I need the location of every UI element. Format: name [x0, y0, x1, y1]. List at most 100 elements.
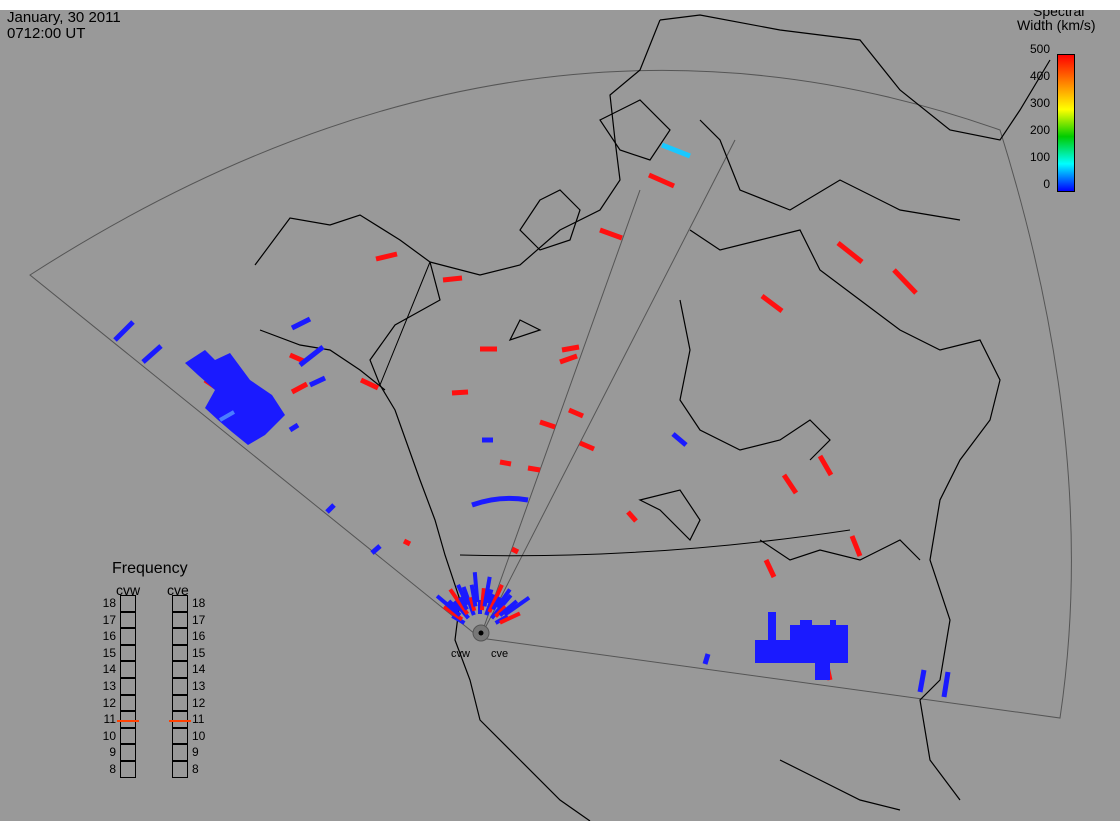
colorbar-title-line2: Width (km/s) [1017, 17, 1096, 33]
frequency-cell [172, 611, 188, 629]
backscatter-layer [113, 142, 951, 698]
scatter-fan-cell [458, 596, 469, 611]
beam-boundary-cve [479, 139, 736, 639]
scatter-fan-cell [498, 599, 519, 617]
frequency-scale-label: 9 [109, 745, 116, 760]
scatter-cell-high [539, 419, 556, 430]
frequency-cell [120, 694, 136, 712]
frequency-scale-label: 13 [192, 679, 206, 693]
frequency-cell [120, 727, 136, 745]
frequency-cell [172, 711, 188, 728]
scatter-cell-cyan [661, 142, 691, 159]
beam-boundary-cvw [479, 189, 641, 639]
scatter-cell-high [559, 353, 578, 365]
colorbar-tick-label: 400 [1029, 69, 1050, 83]
site-label-cve: cve [491, 648, 509, 660]
frequency-scale-label: 8 [109, 762, 116, 776]
scatter-fan-cell [461, 586, 476, 616]
scatter-cell-low [308, 375, 327, 388]
frequency-cell [120, 761, 136, 778]
frequency-scale-label: 13 [102, 679, 116, 693]
cve-frequency-marker [169, 720, 191, 723]
scatter-cell-high [375, 251, 398, 262]
scatter-fan-cell [495, 588, 512, 609]
radar-label-cve: cve [167, 582, 189, 598]
scatter-arc [471, 495, 529, 508]
radar-label-cvw: cvw [116, 582, 141, 598]
frequency-cell [172, 727, 188, 745]
frequency-scale-label: 12 [192, 695, 206, 710]
scatter-fan-cell [448, 588, 470, 616]
scatter-patch-lakes [768, 612, 776, 640]
colorbar-tick-label: 500 [1029, 42, 1050, 56]
site-label-cvw: cvw [451, 648, 470, 660]
frequency-scale-label: 16 [192, 629, 206, 644]
scatter-fan-cell [482, 576, 492, 607]
colorbar [1057, 54, 1075, 192]
scatter-fan-cell [494, 605, 507, 618]
scatter-fan-cell [447, 599, 461, 613]
time-label: 0712:00 UT [7, 25, 86, 42]
frequency-scale-label: 14 [102, 662, 116, 677]
frequency-cell [120, 678, 136, 695]
scatter-patch-lakes [830, 620, 836, 640]
scatter-cell-low [113, 320, 135, 342]
scatter-fan-cell [491, 596, 502, 611]
scatter-cell-high [568, 407, 584, 419]
scatter-patch-lakes [815, 655, 830, 680]
frequency-scale-label: 8 [192, 762, 199, 776]
scatter-patch-lakes [800, 620, 812, 640]
scatter-cell-high [290, 381, 309, 395]
scatter-cell-high [892, 268, 918, 295]
frequency-cell [172, 595, 188, 612]
scatter-fan-cell [451, 614, 466, 625]
frequency-panel-title: Frequency [112, 560, 188, 577]
field-of-view-boundary [29, 69, 1072, 719]
colorbar-title-line1: Spectral [1033, 10, 1085, 19]
frequency-cell [172, 744, 188, 761]
frequency-cell [120, 661, 136, 678]
frequency-cell [120, 711, 136, 728]
scatter-cell-low [671, 432, 688, 447]
scatter-fan-cell [490, 593, 513, 620]
scatter-fan-cell [484, 593, 496, 616]
scatter-fan-cell [452, 600, 470, 620]
scatter-cell-high [579, 440, 595, 452]
cvw-frequency-marker [117, 720, 139, 723]
scatter-cell-low [298, 345, 325, 367]
coastlines [254, 14, 1051, 821]
colorbar-tick-label: 200 [1029, 123, 1050, 137]
frequency-scale-label: 18 [102, 596, 116, 610]
frequency-scale-label: 15 [192, 645, 206, 660]
scatter-cell-low [288, 422, 300, 433]
scatter-fan-cell [442, 605, 464, 622]
frequency-cell [120, 628, 136, 645]
scatter-fan-cell [456, 584, 470, 606]
scatter-cell-low [917, 669, 927, 693]
scatter-cell-high [760, 294, 784, 313]
frequency-cell [172, 694, 188, 712]
scatter-fan-cell [468, 596, 477, 612]
scatter-fan-cell [494, 614, 509, 625]
frequency-scale-label: 17 [102, 612, 116, 627]
scatter-fan-cell [469, 584, 478, 607]
scatter-cell-low [325, 503, 336, 514]
radar-map: January, 30 2011 0712:00 UT Spectral Wid… [0, 10, 1120, 821]
scatter-cell-high [499, 459, 512, 467]
frequency-cell [172, 628, 188, 645]
frequency-scale-label: 14 [192, 662, 206, 677]
scatter-cell-high [402, 538, 412, 547]
scatter-cell-high [817, 454, 834, 477]
frequency-scale-label: 10 [102, 728, 116, 743]
frequency-cell [120, 744, 136, 761]
scatter-cell-high [849, 535, 863, 557]
scatter-cell-high [527, 465, 541, 473]
scatter-fan-cell [479, 587, 486, 611]
frequency-scale-label: 10 [192, 728, 206, 743]
colorbar-tick-label: 100 [1029, 150, 1050, 164]
scatter-cell-high [359, 377, 380, 391]
scatter-cell-high [599, 227, 623, 241]
political-borders [379, 261, 851, 557]
scatter-cell-high [510, 546, 520, 555]
frequency-scale-label: 17 [192, 612, 206, 627]
